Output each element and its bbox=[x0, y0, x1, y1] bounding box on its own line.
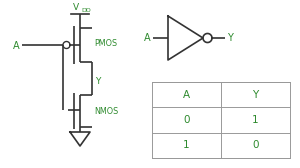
Text: 0: 0 bbox=[183, 115, 190, 125]
Bar bbox=[152, 82, 290, 158]
Text: Y: Y bbox=[252, 90, 259, 100]
Text: A: A bbox=[144, 33, 151, 43]
Text: 1: 1 bbox=[183, 140, 190, 150]
Bar bbox=[152, 82, 290, 158]
Text: A: A bbox=[183, 90, 190, 100]
Text: Y: Y bbox=[95, 77, 100, 86]
Text: NMOS: NMOS bbox=[94, 108, 118, 116]
Text: V: V bbox=[73, 3, 79, 12]
Text: 0: 0 bbox=[252, 140, 259, 150]
Text: 1: 1 bbox=[252, 115, 259, 125]
Text: DD: DD bbox=[81, 8, 91, 13]
Text: A: A bbox=[14, 41, 20, 51]
Text: PMOS: PMOS bbox=[94, 38, 117, 48]
Text: Y: Y bbox=[227, 33, 233, 43]
